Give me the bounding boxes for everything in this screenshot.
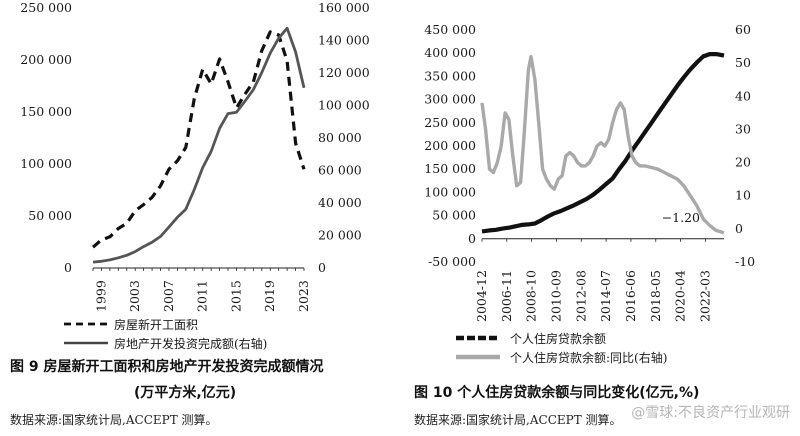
right-y2-tick-label: 30 (735, 121, 751, 136)
right-y2-tick-label: 0 (735, 221, 743, 236)
series-loan-balance-line (481, 52, 725, 234)
right-y-tick-label: 300 000 (424, 92, 476, 107)
right-caption: 图 10 个人住房贷款余额与同比变化(亿元,%) (414, 385, 700, 401)
left-y2-tick-label: 120 000 (318, 65, 370, 80)
right-y-tick-label: 350 000 (424, 68, 476, 83)
right-x-tick-label: 2010-09 (548, 270, 563, 322)
right-x-tick-label: 2016-06 (623, 270, 638, 322)
right-x-tick-label: 2004-12 (474, 270, 489, 322)
left-y2-tick-label: 160 000 (318, 0, 370, 15)
left-x-tick-label: 1999 (93, 280, 108, 312)
right-y-tick-label: 400 000 (424, 45, 476, 60)
right-x-tick-label: 2008-10 (524, 270, 539, 322)
left-x-tick-label: 2003 (127, 280, 142, 312)
right-y2-tick-label: 50 (735, 55, 751, 70)
left-y2-tick-label: 0 (318, 260, 326, 275)
right-y-tick-label: 0 (468, 231, 476, 246)
series-investment-line (92, 26, 306, 264)
right-chart-panel: -50 000 0 50 000 100 000 150 000 200 000 250 0… (400, 0, 800, 436)
left-chart: 0 50 000 100 000 150 000 200 000 250 000 0 20 0… (20, 0, 370, 351)
left-caption-line2: (万平方米,亿元) (134, 385, 237, 401)
right-x-tick-label: 2006-11 (499, 270, 514, 322)
left-y2-tick-label: 40 000 (318, 195, 362, 210)
right-y2-tick-label: 40 (735, 88, 751, 103)
left-source: 数据来源:国家统计局,ACCEPT 测算。 (10, 413, 218, 427)
right-x-tick-label: 2014-07 (598, 270, 613, 322)
series-loan-yoy-line (480, 54, 725, 235)
left-x-tick-label: 2011 (195, 280, 210, 312)
right-x-tick-label: 2018-05 (648, 270, 663, 322)
left-y-tick-label: 200 000 (20, 52, 72, 67)
legend-label-loan-yoy: 个人住房贷款余额:同比(右轴) (510, 350, 667, 365)
legend-label-investment: 房地产开发投资完成额(右轴) (114, 336, 267, 351)
right-y-tick-label: 200 000 (424, 138, 476, 153)
left-x-tick-label: 2007 (161, 280, 176, 312)
left-x-tick-label: 2019 (262, 280, 277, 312)
legend-label-loan-balance: 个人住房贷款余额 (510, 331, 606, 346)
right-x-tick-label: 2022-03 (697, 270, 712, 322)
annotation-last-yoy: −1.20 (662, 210, 700, 225)
right-y-tick-label: 250 000 (424, 115, 476, 130)
left-y2-tick-label: 80 000 (318, 130, 362, 145)
right-y2-tick-label: 20 (735, 155, 751, 170)
right-y2-tick-label: 60 (735, 22, 751, 37)
left-y-tick-label: 0 (64, 260, 72, 275)
right-y-tick-label: -50 000 (428, 254, 476, 269)
right-chart: -50 000 0 50 000 100 000 150 000 200 000 250 0… (424, 22, 755, 365)
right-y2-tick-label: -10 (735, 254, 755, 269)
left-y2-tick-label: 20 000 (318, 228, 362, 243)
legend-label-new-construction: 房屋新开工面积 (114, 317, 198, 332)
left-y-tick-label: 100 000 (20, 156, 72, 171)
left-caption-line1: 图 9 房屋新开工面积和房地产开发投资完成额情况 (10, 359, 324, 375)
left-x-tick-label: 2015 (228, 280, 243, 312)
right-x-tick-label: 2020-04 (673, 270, 688, 322)
left-y2-tick-label: 60 000 (318, 163, 362, 178)
left-y-tick-label: 50 000 (28, 208, 72, 223)
series-new-construction-line (91, 30, 306, 249)
right-x-tick-label: 2012-08 (573, 270, 588, 322)
right-source: 数据来源:国家统计局,ACCEPT 测算。 (414, 413, 622, 427)
watermark: @雪球:不良资产行业观研 (631, 405, 790, 421)
right-y-tick-label: 100 000 (424, 184, 476, 199)
right-y-tick-label: 150 000 (424, 161, 476, 176)
left-chart-panel: 0 50 000 100 000 150 000 200 000 250 000 0 20 0… (10, 0, 370, 427)
left-y-tick-label: 250 000 (20, 0, 72, 15)
left-y2-tick-label: 100 000 (318, 98, 370, 113)
right-y-tick-label: 50 000 (432, 208, 476, 223)
right-y-tick-label: 450 000 (424, 22, 476, 37)
right-y2-tick-label: 10 (735, 188, 751, 203)
left-x-tick-label: 2023 (296, 280, 311, 312)
left-y2-tick-label: 140 000 (318, 33, 370, 48)
left-y-tick-label: 150 000 (20, 104, 72, 119)
